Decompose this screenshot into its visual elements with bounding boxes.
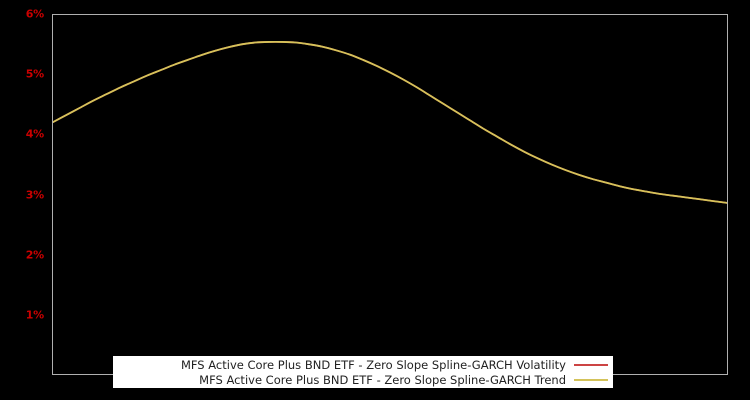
legend-label-volatility: MFS Active Core Plus BND ETF - Zero Slop…: [180, 357, 566, 372]
y-tick-label: 4%: [25, 127, 44, 141]
y-tick-label: 2%: [25, 248, 44, 262]
plot-frame: MFS Active Core Plus BND ETF - Zero Slop…: [52, 14, 728, 388]
series-line-trend: [53, 42, 727, 203]
series-line-volatility: [53, 42, 727, 203]
y-tick-label: 1%: [25, 308, 44, 322]
legend-swatch-trend: [574, 378, 608, 381]
y-tick-label: 3%: [25, 188, 44, 201]
legend-item: MFS Active Core Plus BND ETF - Zero Slop…: [114, 357, 608, 372]
legend-item: MFS Active Core Plus BND ETF - Zero Slop…: [114, 372, 608, 387]
line-chart-svg: [53, 15, 727, 374]
legend-label-trend: MFS Active Core Plus BND ETF - Zero Slop…: [199, 372, 566, 387]
chart-legend: MFS Active Core Plus BND ETF - Zero Slop…: [113, 356, 613, 388]
plot-area: [53, 15, 727, 374]
y-tick-label: 5%: [25, 67, 44, 81]
legend-swatch-volatility: [574, 363, 608, 366]
y-tick-label: 6%: [25, 7, 44, 21]
y-axis: 6% 5% 4% 3% 2% 1%: [0, 0, 52, 400]
